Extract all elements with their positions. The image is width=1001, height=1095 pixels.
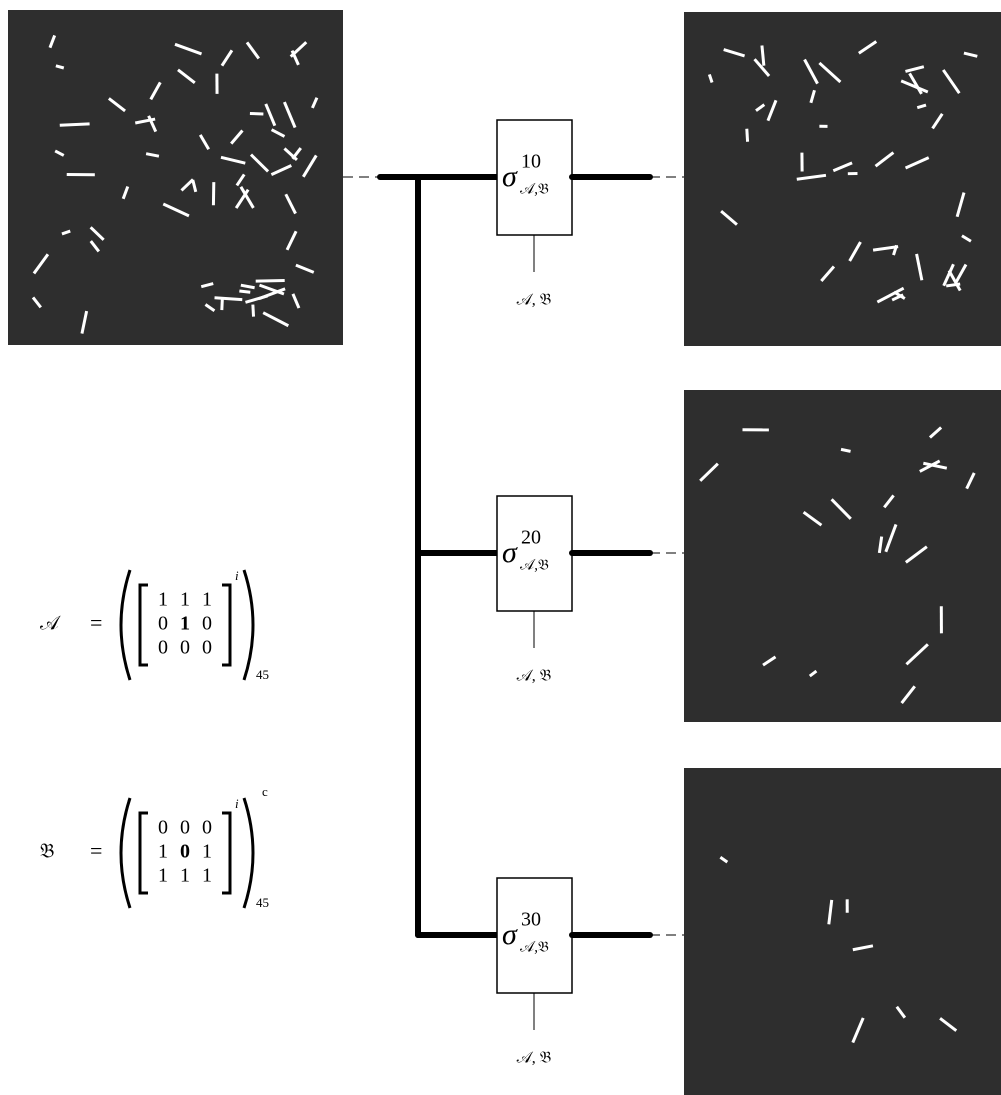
segment	[253, 305, 254, 317]
outer-subscript: 45	[256, 667, 269, 682]
operator-superscript: 10	[521, 151, 541, 173]
bracket	[140, 813, 148, 893]
parameter-label: 𝒜, 𝔅	[517, 668, 552, 685]
output-image	[684, 12, 1001, 346]
segment	[215, 298, 243, 300]
matrix-entry: 1	[158, 841, 168, 863]
segment	[946, 284, 960, 286]
matrix-entry: 0	[202, 817, 212, 839]
matrix-entry: 1	[158, 865, 168, 887]
operator-subscript: 𝒜,𝔅	[520, 181, 549, 197]
matrix-entry: 0	[158, 817, 168, 839]
segment	[56, 66, 64, 68]
matrix-entry: 1	[202, 865, 212, 887]
bracket	[222, 813, 230, 893]
matrix-entry: 1	[180, 613, 190, 635]
diagram: σ10𝒜,𝔅𝒜, 𝔅σ20𝒜,𝔅𝒜, 𝔅σ30𝒜,𝔅𝒜, 𝔅𝒜=11101000…	[0, 0, 1001, 1095]
inner-superscript: i	[235, 568, 239, 583]
matrix-entry: 1	[180, 589, 190, 611]
matrix-entry: 1	[158, 589, 168, 611]
inner-superscript: i	[235, 796, 239, 811]
matrix-entry: 0	[158, 637, 168, 659]
matrix-entry: 0	[202, 637, 212, 659]
matrix-entry: 0	[180, 637, 190, 659]
definition-name: 𝒜	[40, 613, 61, 635]
operator-superscript: 30	[521, 909, 541, 931]
matrix-entry: 0	[158, 613, 168, 635]
parameter-label: 𝒜, 𝔅	[517, 1050, 552, 1067]
segment	[60, 124, 90, 125]
segment	[841, 449, 851, 451]
operator-symbol: σ	[502, 918, 518, 951]
segment	[256, 280, 285, 281]
matrix-entry: 0	[180, 841, 190, 863]
definition-name: 𝔅	[40, 841, 54, 863]
parameter-label: 𝒜, 𝔅	[517, 292, 552, 309]
outer-subscript: 45	[256, 895, 269, 910]
parenthesis	[244, 570, 253, 680]
matrix-entry: 1	[180, 865, 190, 887]
bracket	[140, 585, 148, 665]
matrix-entry: 1	[202, 841, 212, 863]
parenthesis	[244, 798, 253, 908]
segment	[762, 45, 764, 65]
operator-symbol: σ	[502, 160, 518, 193]
operator-subscript: 𝒜,𝔅	[520, 557, 549, 573]
matrix-entry: 1	[202, 589, 212, 611]
outer-superscript: c	[262, 784, 268, 799]
output-image	[684, 768, 1001, 1095]
parenthesis	[121, 798, 130, 908]
matrix-entry: 0	[180, 817, 190, 839]
segment	[222, 298, 223, 310]
equals: =	[90, 610, 102, 635]
segment	[747, 129, 748, 142]
bracket	[222, 585, 230, 665]
matrix-entry: 0	[202, 613, 212, 635]
equals: =	[90, 838, 102, 863]
operator-subscript: 𝒜,𝔅	[520, 939, 549, 955]
output-image	[684, 390, 1001, 722]
operator-symbol: σ	[502, 536, 518, 569]
segment	[239, 291, 250, 292]
operator-superscript: 20	[521, 527, 541, 549]
parenthesis	[121, 570, 130, 680]
